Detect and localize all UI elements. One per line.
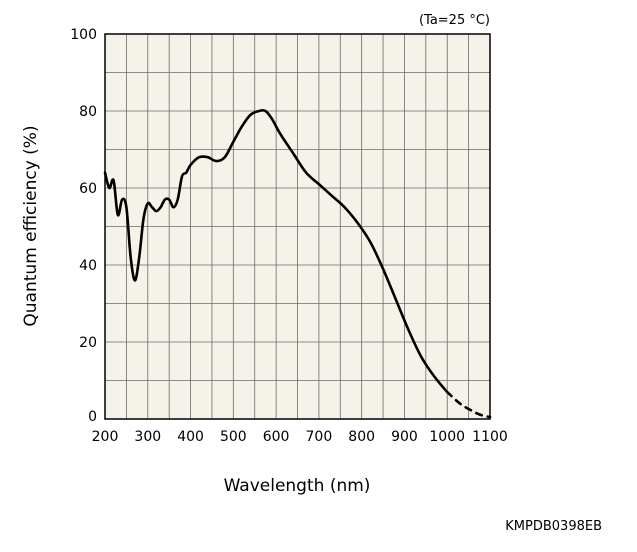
x-tick-label: 600 bbox=[263, 429, 290, 445]
plot-frame bbox=[104, 33, 491, 420]
y-tick-label: 60 bbox=[79, 181, 97, 197]
x-tick-label: 500 bbox=[220, 429, 247, 445]
condition-label: (Ta=25 °C) bbox=[419, 13, 490, 28]
y-tick-label: 0 bbox=[88, 409, 97, 425]
y-tick-label: 80 bbox=[79, 104, 97, 120]
y-tick-label: 40 bbox=[79, 258, 97, 274]
y-tick-label: 20 bbox=[79, 335, 97, 351]
x-axis-label: Wavelength (nm) bbox=[224, 476, 371, 496]
y-axis-label: Quantum efficiency (%) bbox=[21, 125, 41, 326]
x-tick-label: 1000 bbox=[429, 429, 465, 445]
x-tick-label: 400 bbox=[177, 429, 204, 445]
qe-curve bbox=[103, 108, 449, 394]
tick-labels: 200 300 400 500 600 700 800 900 1000 1100 0 20 40 60 8… bbox=[70, 27, 508, 445]
x-tick-label: 1100 bbox=[472, 429, 508, 445]
x-tick-label: 700 bbox=[306, 429, 333, 445]
x-tick-label: 200 bbox=[92, 429, 119, 445]
data-series bbox=[103, 108, 492, 419]
figure-code: KMPDB0398EB bbox=[505, 519, 602, 534]
y-tick-label: 100 bbox=[70, 27, 97, 43]
qe-curve-extrapolated bbox=[445, 390, 492, 419]
grid bbox=[105, 34, 490, 419]
x-tick-label: 900 bbox=[391, 429, 418, 445]
x-tick-label: 800 bbox=[348, 429, 375, 445]
x-tick-label: 300 bbox=[134, 429, 161, 445]
